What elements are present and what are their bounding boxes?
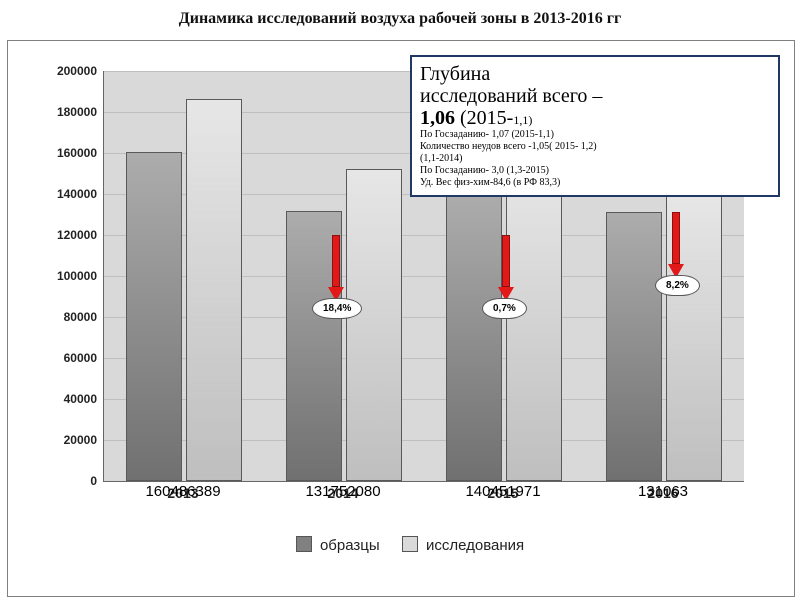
- y-tick-label: 160000: [57, 146, 97, 160]
- category-label: 2014131752080: [263, 485, 423, 500]
- y-tick-label: 0: [90, 474, 97, 488]
- category-value-label: 131752080: [263, 483, 423, 500]
- y-tick-label: 100000: [57, 269, 97, 283]
- legend-label-samples: образцы: [320, 537, 380, 554]
- y-tick-label: 120000: [57, 228, 97, 242]
- category-value-label: 140451971: [423, 483, 583, 500]
- bar-исследования-2015: [506, 169, 561, 481]
- y-tick-label: 200000: [57, 64, 97, 78]
- y-tick-label: 180000: [57, 105, 97, 119]
- y-tick-label: 40000: [64, 392, 97, 406]
- down-arrow-icon: [330, 235, 342, 301]
- info-line3: 1,06 (2015-1,1): [420, 107, 770, 129]
- category-value-label: 131063: [583, 483, 743, 500]
- bar-исследования-2014: [346, 169, 401, 481]
- down-arrow-icon: [670, 212, 682, 278]
- bar-исследования-2013: [186, 99, 241, 481]
- y-tick-label: 140000: [57, 187, 97, 201]
- category-label: 2013160486389: [103, 485, 263, 500]
- percent-bubble: 0,7%: [482, 298, 527, 319]
- legend-label-studies: исследования: [426, 537, 524, 554]
- y-tick-label: 20000: [64, 433, 97, 447]
- percent-bubble: 18,4%: [312, 298, 362, 319]
- category-label: 2016131063: [583, 485, 743, 500]
- info-line2: исследований всего –: [420, 85, 770, 107]
- legend-swatch-studies: [402, 536, 418, 552]
- chart-title: Динамика исследований воздуха рабочей зо…: [0, 0, 800, 28]
- bar-образцы-2015: [446, 193, 501, 481]
- bar-образцы-2016: [606, 212, 661, 481]
- percent-bubble: 8,2%: [655, 275, 700, 296]
- bar-образцы-2013: [126, 152, 181, 481]
- legend-swatch-samples: [296, 536, 312, 552]
- info-line1: Глубина: [420, 63, 770, 85]
- y-tick-label: 80000: [64, 310, 97, 324]
- legend: образцы исследования: [8, 536, 794, 554]
- y-tick-label: 60000: [64, 351, 97, 365]
- info-small-lines: По Госзаданию- 1,07 (2015-1,1)Количество…: [420, 129, 770, 189]
- category-label: 2015140451971: [423, 485, 583, 500]
- down-arrow-icon: [500, 235, 512, 301]
- category-value-label: 160486389: [103, 483, 263, 500]
- info-box: Глубина исследований всего – 1,06 (2015-…: [410, 55, 780, 197]
